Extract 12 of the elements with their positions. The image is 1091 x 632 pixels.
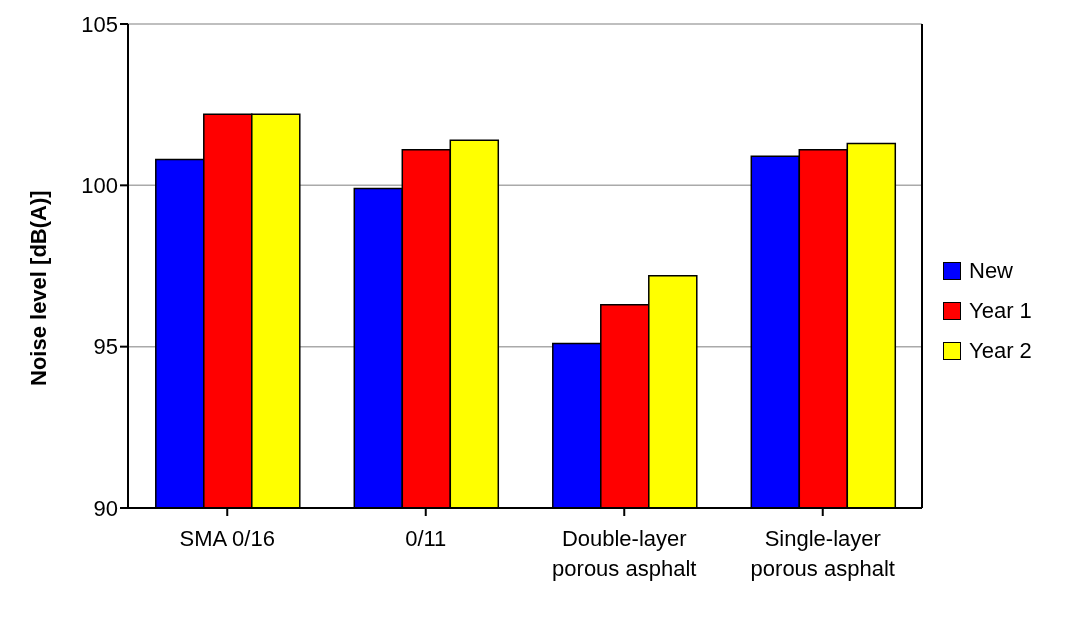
x-tick-label: Single-layer porous asphalt bbox=[750, 526, 895, 581]
y-tick-label: 105 bbox=[81, 11, 118, 37]
legend-label: New bbox=[969, 258, 1014, 284]
y-axis-title: Noise level [dB(A)] bbox=[25, 190, 51, 386]
y-tick-label: 100 bbox=[81, 173, 118, 199]
x-tick-label: Double-layer porous asphalt bbox=[552, 526, 697, 581]
x-tick-label: 0/11 bbox=[405, 526, 447, 551]
x-tick-label: SMA 0/16 bbox=[179, 526, 275, 551]
legend-label: Year 2 bbox=[969, 338, 1032, 364]
y-tick-label: 95 bbox=[93, 334, 118, 360]
legend-label: Year 1 bbox=[969, 298, 1032, 324]
y-tick-label: 90 bbox=[93, 495, 118, 521]
